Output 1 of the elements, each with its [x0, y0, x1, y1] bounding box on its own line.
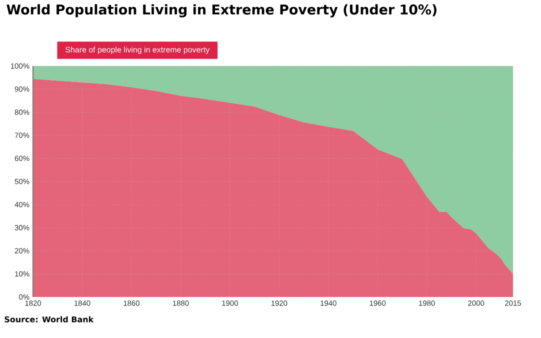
chart-title: World Population Living in Extreme Poverty (Under 10%)	[6, 4, 436, 18]
